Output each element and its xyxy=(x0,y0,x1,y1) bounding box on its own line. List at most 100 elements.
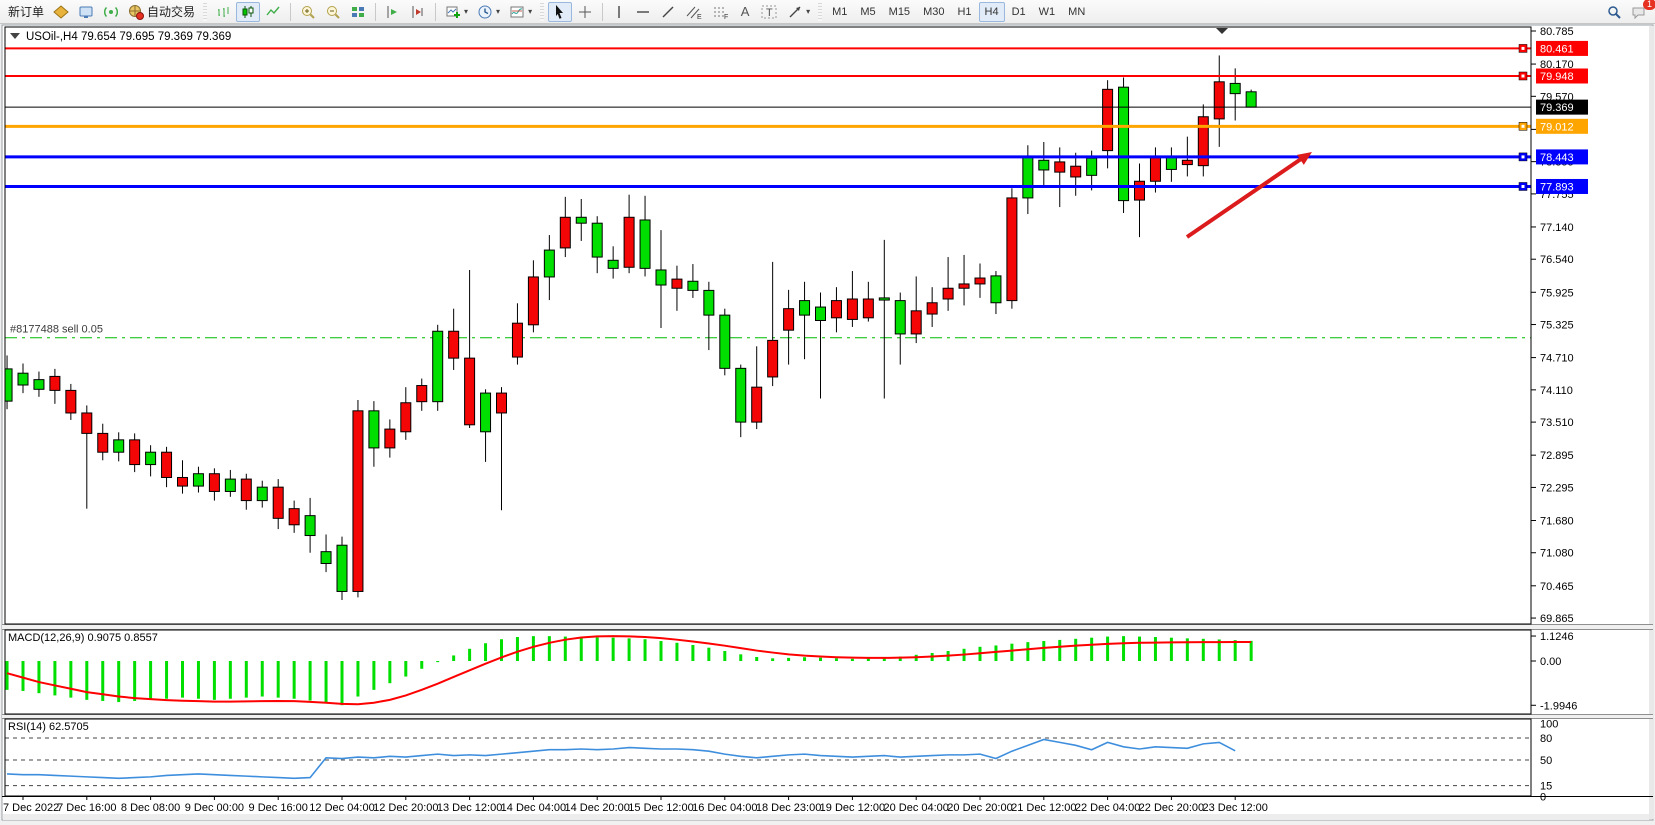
line-handle-dot xyxy=(1521,46,1525,50)
dropdown-caret: ▾ xyxy=(528,7,533,16)
chart-shift-marker[interactable] xyxy=(1216,28,1228,34)
macd-tick-label: -1.9946 xyxy=(1540,700,1577,712)
tf-d1-button[interactable]: D1 xyxy=(1011,5,1026,18)
candle-body xyxy=(1134,180,1145,201)
candle-body xyxy=(735,367,747,423)
price-badge xyxy=(1536,178,1588,194)
symbol-ohlc-label: USOil-,H4 79.654 79.695 79.369 79.369 xyxy=(26,31,231,43)
candle-body xyxy=(862,298,874,319)
candle-body xyxy=(192,473,204,487)
candle-body xyxy=(894,300,906,335)
tf-m15-button[interactable]: M15 xyxy=(888,5,911,18)
rsi-level-label: 80 xyxy=(1540,733,1552,745)
autotrade-button[interactable]: 自动交易 xyxy=(124,2,199,22)
tile-windows-button[interactable] xyxy=(346,2,370,22)
candle-body xyxy=(1022,156,1034,199)
indicators-button[interactable]: ▾ xyxy=(441,2,472,22)
candle-body xyxy=(336,544,348,592)
tf-h1-button[interactable]: H1 xyxy=(957,5,972,18)
candle-body xyxy=(288,508,300,526)
symbol-menu-icon[interactable] xyxy=(10,33,20,39)
terminal-icon[interactable] xyxy=(74,2,98,22)
time-label: 19 Dec 12:00 xyxy=(820,802,885,814)
horizontal-line-tool[interactable] xyxy=(631,2,655,22)
candle-body xyxy=(1102,88,1114,152)
candles xyxy=(5,55,1257,601)
candle-body xyxy=(575,216,587,224)
candlestick-chart-button[interactable] xyxy=(236,1,261,22)
tf-m5-button[interactable]: M5 xyxy=(860,5,876,18)
vertical-line-tool[interactable] xyxy=(608,2,630,22)
tf-w1-button[interactable]: W1 xyxy=(1038,5,1056,18)
pane-separator[interactable] xyxy=(2,714,1653,719)
arrows-tool[interactable]: ▾ xyxy=(783,2,814,22)
search-icon[interactable] xyxy=(1602,2,1626,22)
dropdown-caret: ▾ xyxy=(806,7,811,16)
macd-pane xyxy=(5,635,1253,706)
candle-body xyxy=(543,249,555,278)
deposit-icon[interactable] xyxy=(49,2,73,22)
zoom-in-button[interactable] xyxy=(296,2,320,22)
candle-body xyxy=(815,306,826,321)
crosshair-tool-button[interactable] xyxy=(573,2,597,22)
candle-body xyxy=(1149,157,1161,182)
text-tool[interactable]: A xyxy=(735,2,755,22)
line-chart-button[interactable] xyxy=(261,2,285,22)
price-tick-label: 69.865 xyxy=(1540,613,1574,625)
bar-chart-button[interactable] xyxy=(211,2,235,22)
candle-body xyxy=(49,375,61,391)
separator xyxy=(375,2,377,21)
templates-button[interactable]: ▾ xyxy=(505,2,536,22)
time-label: 8 Dec 08:00 xyxy=(121,802,180,814)
tf-h4-button[interactable]: H4 xyxy=(978,1,1005,22)
autotrade-label: 自动交易 xyxy=(147,5,196,19)
tf-m30-button[interactable]: M30 xyxy=(923,5,945,18)
candle-body xyxy=(400,402,412,433)
fibonacci-tool[interactable]: F xyxy=(708,2,734,22)
price-badge-label: 79.369 xyxy=(1540,102,1574,114)
text-label-tool[interactable]: T xyxy=(756,2,782,22)
candle-body xyxy=(384,428,396,449)
chart-shift-button[interactable] xyxy=(406,2,430,22)
tf-m1-button[interactable]: M1 xyxy=(832,5,848,18)
notifications-icon[interactable]: 1 xyxy=(1627,0,1655,22)
trendline-tool[interactable] xyxy=(656,2,680,22)
new-order-button[interactable]: 新订单 xyxy=(4,2,48,22)
candle-body xyxy=(1165,156,1177,170)
time-label: 9 Dec 16:00 xyxy=(249,802,308,814)
candle-body xyxy=(767,339,779,378)
auto-scroll-button[interactable] xyxy=(381,2,405,22)
rsi-level-label: 15 xyxy=(1540,781,1552,793)
candle-body xyxy=(1181,159,1193,166)
separator xyxy=(290,2,292,21)
price-tick-label: 71.680 xyxy=(1540,515,1574,527)
price-badge-label: 77.893 xyxy=(1540,181,1574,193)
trend-arrow-head[interactable] xyxy=(1297,152,1312,165)
candle-body xyxy=(623,216,635,268)
pane-separator[interactable] xyxy=(2,624,1653,630)
time-label: 7 Dec 16:00 xyxy=(57,802,116,814)
time-label: 21 Dec 12:00 xyxy=(1011,802,1076,814)
candle-body xyxy=(368,410,380,449)
zoom-out-button[interactable] xyxy=(321,2,345,22)
time-label: 13 Dec 12:00 xyxy=(437,802,502,814)
signal-icon[interactable] xyxy=(99,2,123,22)
periods-button[interactable]: ▾ xyxy=(473,2,504,22)
candle-body xyxy=(527,276,539,326)
candle-body xyxy=(304,515,316,537)
time-label: 22 Dec 20:00 xyxy=(1139,802,1204,814)
channel-tool[interactable]: E xyxy=(681,2,707,22)
candle-body xyxy=(559,216,571,249)
candle-body xyxy=(129,439,141,466)
macd-signal-line xyxy=(6,635,1252,706)
trend-arrow[interactable] xyxy=(1185,157,1303,239)
cursor-tool-button[interactable] xyxy=(548,1,573,22)
tf-mn-button[interactable]: MN xyxy=(1068,5,1086,18)
candle-body xyxy=(830,300,842,319)
price-badge xyxy=(1536,68,1588,84)
price-tick-label: 80.785 xyxy=(1540,26,1574,38)
svg-text:F: F xyxy=(724,14,728,20)
dropdown-caret: ▾ xyxy=(464,7,469,16)
time-label: 16 Dec 04:00 xyxy=(692,802,757,814)
